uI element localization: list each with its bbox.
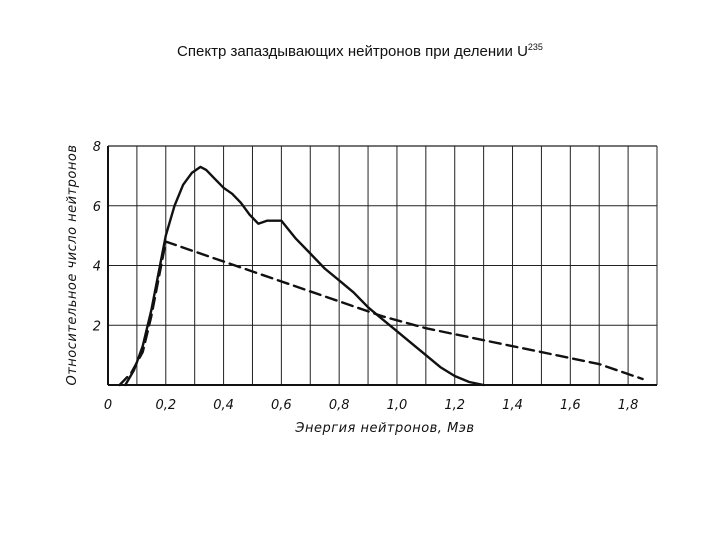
x-tick-label: 1,0	[387, 398, 408, 413]
x-tick-label: 1,8	[618, 398, 639, 413]
x-tick-label: 0,4	[213, 398, 234, 413]
x-tick-label: 1,2	[444, 398, 465, 413]
x-tick-label: 0,8	[329, 398, 350, 413]
x-tick-label: 0,2	[155, 398, 176, 413]
solid-spectrum-line	[124, 165, 485, 387]
x-tick-label: 1,6	[560, 398, 581, 413]
slide-title-superscript: 235	[527, 42, 543, 52]
grid	[107, 145, 658, 386]
x-tick-label: 0	[104, 398, 112, 413]
x-axis-label: Энергия нейтронов, Мэв	[294, 421, 474, 436]
slide-title: Спектр запаздывающих нейтронов при делен…	[0, 42, 720, 60]
y-tick-label: 6	[93, 200, 101, 215]
y-tick-label: 8	[93, 140, 101, 155]
y-tick-label: 2	[93, 319, 101, 334]
y-tick-label: 4	[93, 260, 101, 275]
dashed-spectrum-line	[118, 240, 644, 387]
slide-title-text: Спектр запаздывающих нейтронов при делен…	[177, 43, 528, 60]
tick-labels: 0 0,2 0,4 0,6 0,8 1,0 1,2 1,4 1,6 1,8 2 4 6 8	[93, 140, 639, 413]
series-layer	[118, 165, 644, 387]
x-tick-label: 0,6	[271, 398, 292, 413]
y-axis-label: Относительное число нейтронов	[65, 145, 80, 386]
x-tick-label: 1,4	[502, 398, 523, 413]
